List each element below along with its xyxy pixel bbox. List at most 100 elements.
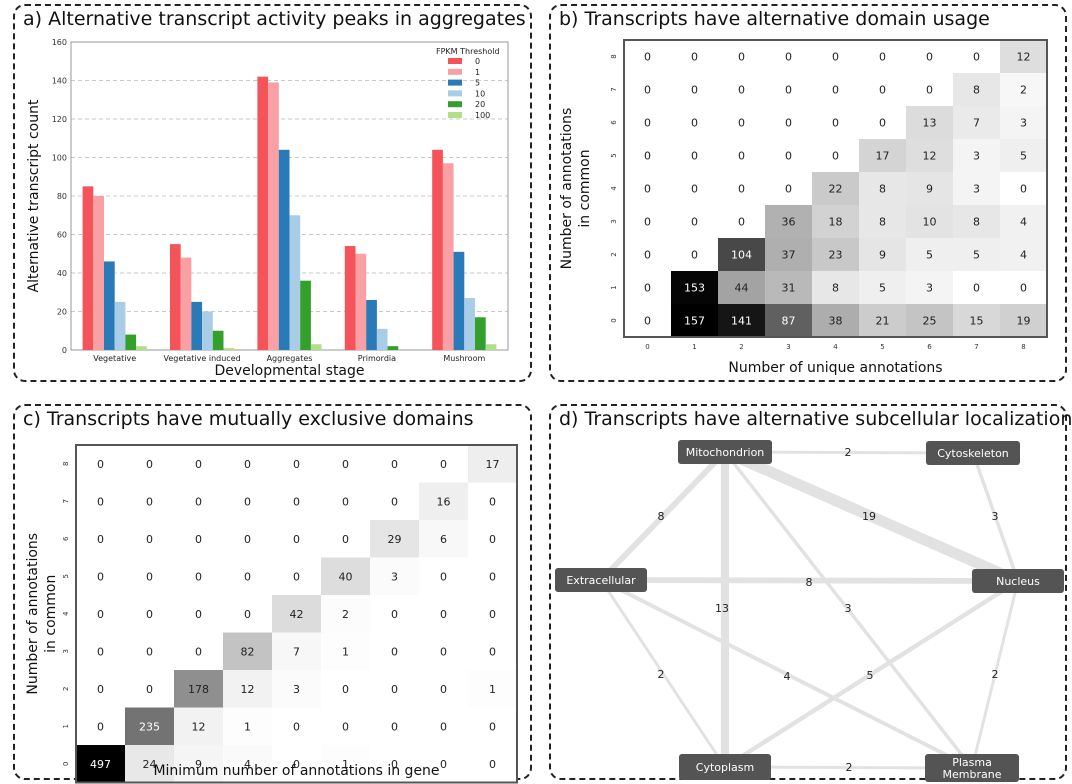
cell-value: 0 bbox=[644, 150, 651, 163]
heatmap-cell bbox=[174, 482, 224, 521]
panel-a-title: a) Alternative transcript activity peaks… bbox=[23, 8, 526, 30]
heatmap-cell bbox=[223, 482, 273, 521]
y-tick-label: 3 bbox=[610, 219, 618, 223]
cell-value: 18 bbox=[829, 216, 843, 229]
cell-value: 0 bbox=[785, 150, 792, 163]
heatmap-cell bbox=[1000, 205, 1048, 239]
heatmap-cell bbox=[765, 106, 813, 140]
heatmap-cell bbox=[468, 632, 518, 671]
heatmap-cell bbox=[812, 139, 860, 173]
cell-value: 0 bbox=[489, 570, 496, 583]
cell-value: 44 bbox=[735, 282, 749, 295]
heatmap-cell bbox=[223, 632, 273, 671]
cell-value: 0 bbox=[97, 720, 104, 733]
cell-value: 0 bbox=[391, 458, 398, 471]
cell-value: 0 bbox=[785, 84, 792, 97]
cell-value: 0 bbox=[244, 533, 251, 546]
heatmap-cell bbox=[859, 271, 907, 305]
node-extra bbox=[555, 568, 647, 592]
heatmap-cell bbox=[468, 670, 518, 708]
legend-label: 10 bbox=[475, 89, 485, 98]
heatmap-cell bbox=[953, 304, 1001, 338]
heatmap-cell bbox=[718, 304, 766, 338]
heatmap-cell bbox=[765, 73, 813, 107]
network-edge bbox=[598, 577, 1021, 584]
heatmap-cell bbox=[125, 482, 175, 521]
legend-label: 100 bbox=[475, 111, 490, 120]
network-edge bbox=[598, 449, 728, 583]
cell-value: 0 bbox=[293, 720, 300, 733]
x-tick-label: 8 bbox=[1021, 343, 1025, 351]
network-edge bbox=[971, 451, 1020, 583]
legend-label: 20 bbox=[475, 100, 485, 109]
cell-value: 0 bbox=[738, 150, 745, 163]
legend-label: 0 bbox=[475, 57, 480, 66]
cell-value: 0 bbox=[391, 758, 398, 771]
bar bbox=[453, 251, 465, 350]
heatmap-cell bbox=[419, 482, 469, 521]
heatmap-cell bbox=[624, 205, 672, 239]
heatmap-cell bbox=[370, 707, 420, 746]
cell-value: 0 bbox=[644, 51, 651, 64]
heatmap-cell bbox=[272, 632, 322, 671]
cell-value: 0 bbox=[832, 117, 839, 130]
heatmap-cell bbox=[812, 304, 860, 338]
node-label: Plasma bbox=[952, 756, 992, 769]
cell-value: 157 bbox=[684, 315, 705, 328]
x-tick-label: Vegetative bbox=[93, 354, 136, 363]
node-label: Cytoplasm bbox=[696, 761, 754, 774]
cell-value: 42 bbox=[290, 608, 304, 621]
y-tick-label: 0 bbox=[62, 762, 70, 766]
heatmap-cell bbox=[1000, 139, 1048, 173]
heatmap-cell bbox=[468, 520, 518, 558]
bar bbox=[223, 348, 235, 350]
heatmap-cell bbox=[812, 106, 860, 140]
heatmap-cell bbox=[859, 172, 907, 206]
heatmap-cell bbox=[1000, 73, 1048, 107]
cell-value: 0 bbox=[489, 533, 496, 546]
y-tick-label: 60 bbox=[57, 231, 67, 240]
heatmap-cell bbox=[370, 670, 420, 708]
cell-value: 153 bbox=[684, 282, 705, 295]
cell-value: 37 bbox=[782, 249, 796, 262]
heatmap-cell bbox=[321, 595, 371, 633]
heatmap-cell bbox=[671, 172, 719, 206]
x-tick-label: Vegetative induced bbox=[163, 354, 240, 363]
legend-label: 5 bbox=[475, 79, 480, 88]
heatmap-cell bbox=[859, 238, 907, 272]
heatmap-cell bbox=[906, 106, 954, 140]
heatmap-cell bbox=[272, 707, 322, 746]
heatmap-cell bbox=[321, 520, 371, 558]
heatmap-cell bbox=[624, 172, 672, 206]
cell-value: 0 bbox=[644, 84, 651, 97]
cell-value: 0 bbox=[691, 117, 698, 130]
cell-value: 0 bbox=[879, 117, 886, 130]
cell-value: 0 bbox=[146, 533, 153, 546]
cell-value: 9 bbox=[926, 183, 933, 196]
heatmap-cell bbox=[419, 445, 469, 483]
cell-value: 5 bbox=[973, 249, 980, 262]
cell-value: 4 bbox=[1020, 249, 1027, 262]
y-tick-label: 6 bbox=[62, 536, 70, 541]
heatmap-cell bbox=[419, 745, 469, 783]
cell-value: 0 bbox=[97, 683, 104, 696]
y-tick-label: 7 bbox=[610, 87, 618, 91]
node-pm bbox=[925, 754, 1019, 782]
bar bbox=[366, 299, 377, 350]
panel-b-title: b) Transcripts have alternative domain u… bbox=[559, 8, 990, 30]
y-tick-label: 4 bbox=[62, 611, 70, 616]
heatmap-cell bbox=[125, 557, 175, 596]
cell-value: 0 bbox=[342, 495, 349, 508]
cell-value: 0 bbox=[391, 683, 398, 696]
y-tick-label: 5 bbox=[62, 574, 70, 578]
x-tick-label: 3 bbox=[786, 343, 790, 351]
edge-weight-label: 5 bbox=[867, 669, 874, 682]
legend-label: 1 bbox=[475, 68, 480, 77]
y-tick-label: 8 bbox=[62, 462, 70, 466]
cell-value: 1 bbox=[342, 758, 349, 771]
panel-d: d) Transcripts have alternative subcellu… bbox=[549, 404, 1072, 782]
cell-value: 12 bbox=[923, 150, 937, 163]
cell-value: 0 bbox=[293, 758, 300, 771]
cell-value: 0 bbox=[738, 216, 745, 229]
cell-value: 31 bbox=[782, 282, 796, 295]
